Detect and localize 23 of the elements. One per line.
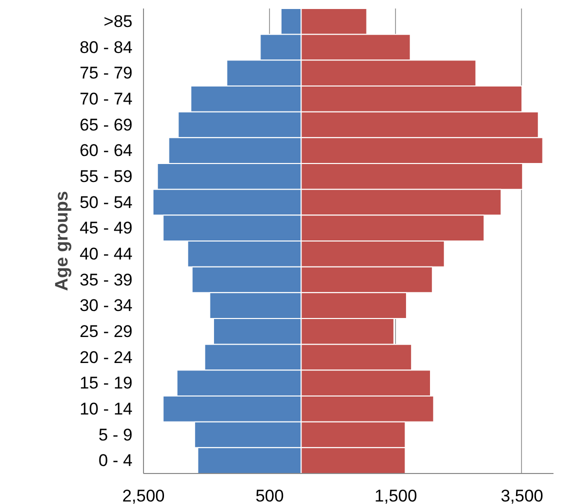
y-tick-label: 55 - 59 [80,166,133,186]
y-tick-label: 60 - 64 [80,141,133,160]
y-tick-label: 80 - 84 [80,38,133,57]
y-tick-label: 45 - 49 [80,218,133,238]
y-axis-title: Age groups [52,190,72,291]
x-tick-label: 500 [255,486,284,504]
y-tick-label: 20 - 24 [80,348,133,367]
y-tick-label: 50 - 54 [80,192,133,212]
y-tick-label: 10 - 14 [80,399,133,418]
y-tick-label: 70 - 74 [80,89,133,108]
y-tick-label: 75 - 79 [80,64,133,83]
y-tick-label: 0 - 4 [98,451,133,470]
y-tick-label: 25 - 29 [80,322,133,341]
y-tick-label: 30 - 34 [80,296,133,316]
y-tick-label: 65 - 69 [80,115,133,134]
y-tick-label: >85 [104,12,133,31]
y-tick-label: 15 - 19 [80,374,133,393]
x-tick-label: 1,500 [374,486,418,504]
y-tick-label: 35 - 39 [80,270,133,290]
x-tick-label: 2,500 [122,486,165,504]
y-tick-label: 40 - 44 [80,244,133,264]
y-tick-label: 5 - 9 [98,425,133,444]
x-tick-label: 3,500 [500,486,544,504]
